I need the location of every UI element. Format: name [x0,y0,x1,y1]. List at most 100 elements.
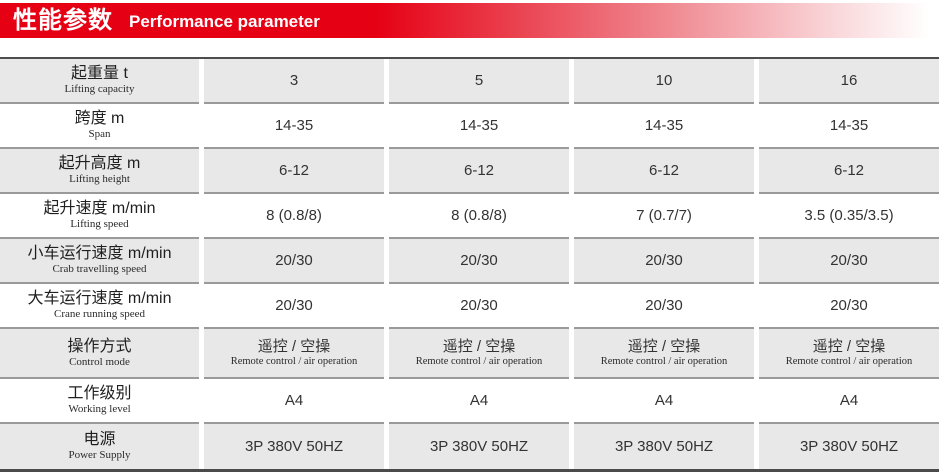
param-value-cell: 5 [389,59,569,104]
param-value: 20/30 [460,297,498,314]
param-label-cell: 起重量 t Lifting capacity [0,59,199,104]
param-value: 遥控 / 空操 [257,338,331,355]
param-label-cell: 起升速度 m/min Lifting speed [0,194,199,239]
param-value: A4 [469,392,489,409]
param-value-cell: 20/30 [389,239,569,284]
performance-parameter-table: 起重量 t Lifting capacity 3 5 10 16 跨度 m Sp… [0,57,939,472]
param-label-zh: 工作级别 [67,385,132,402]
param-label-zh: 起升高度 m [58,155,141,172]
param-label-zh: 起升速度 m/min [43,200,156,217]
param-value-cell: 6-12 [759,149,939,194]
param-label-zh: 电源 [83,431,116,448]
table-row-lifting-capacity: 起重量 t Lifting capacity 3 5 10 16 [0,59,939,104]
param-value-cell: 6-12 [389,149,569,194]
param-value: 14-35 [829,117,869,134]
param-value-cell: 20/30 [759,239,939,284]
param-value: 16 [840,72,858,89]
param-label-cell: 大车运行速度 m/min Crane running speed [0,284,199,329]
param-label-cell: 电源 Power Supply [0,424,199,469]
table-row-span: 跨度 m Span 14-35 14-35 14-35 14-35 [0,104,939,149]
param-value-sub: Remote control / air operation [415,356,543,367]
param-value: 7 (0.7/7) [636,207,692,224]
param-value-cell: 16 [759,59,939,104]
param-value: 20/30 [460,252,498,269]
param-value: A4 [839,392,859,409]
param-value-cell: 6-12 [574,149,754,194]
param-label-en: Working level [68,403,131,415]
param-label-zh: 大车运行速度 m/min [27,290,172,307]
param-value: 6-12 [463,162,495,179]
param-value-cell: 3P 380V 50HZ [389,424,569,469]
param-value-cell: 3 [204,59,384,104]
param-value: 10 [655,72,673,89]
param-value: 3P 380V 50HZ [244,438,344,455]
param-value: 遥控 / 空操 [627,338,701,355]
table-row-crane-running-speed: 大车运行速度 m/min Crane running speed 20/30 2… [0,284,939,329]
param-label-en: Lifting speed [70,218,129,230]
param-value: 遥控 / 空操 [812,338,886,355]
param-value: 3 [289,72,299,89]
param-value-cell: 20/30 [204,284,384,329]
param-value-cell: A4 [389,379,569,424]
param-value-cell: 14-35 [574,104,754,149]
param-label-cell: 跨度 m Span [0,104,199,149]
param-label-zh: 跨度 m [74,110,125,127]
param-value-cell: 20/30 [759,284,939,329]
param-value-sub: Remote control / air operation [785,356,913,367]
param-value: A4 [284,392,304,409]
param-value-cell: 20/30 [389,284,569,329]
param-value: 14-35 [459,117,499,134]
param-value-cell: 遥控 / 空操 Remote control / air operation [204,329,384,379]
param-label-en: Crab travelling speed [52,263,147,275]
param-value-sub: Remote control / air operation [230,356,358,367]
param-label-en: Power Supply [68,449,131,461]
param-label-en: Span [88,128,111,140]
param-value: 3P 380V 50HZ [799,438,899,455]
param-value-cell: 14-35 [759,104,939,149]
param-value: 6-12 [833,162,865,179]
param-value: A4 [654,392,674,409]
param-label-zh: 起重量 t [71,65,128,82]
table-row-control-mode: 操作方式 Control mode 遥控 / 空操 Remote control… [0,329,939,379]
param-value-cell: A4 [759,379,939,424]
param-value-cell: 3P 380V 50HZ [574,424,754,469]
param-value-cell: 7 (0.7/7) [574,194,754,239]
param-value: 8 (0.8/8) [266,207,322,224]
table-row-lifting-speed: 起升速度 m/min Lifting speed 8 (0.8/8) 8 (0.… [0,194,939,239]
param-value: 20/30 [645,252,683,269]
param-value: 20/30 [275,252,313,269]
param-label-zh: 操作方式 [67,337,132,355]
section-title-zh: 性能参数 [13,7,113,34]
param-value-cell: 8 (0.8/8) [204,194,384,239]
table-row-working-level: 工作级别 Working level A4 A4 A4 A4 [0,379,939,424]
param-value: 3P 380V 50HZ [614,438,714,455]
param-value: 20/30 [830,252,868,269]
param-label-en: Lifting capacity [64,83,135,95]
param-value: 5 [474,72,484,89]
param-value-cell: 遥控 / 空操 Remote control / air operation [759,329,939,379]
param-label-cell: 操作方式 Control mode [0,329,199,379]
param-value-cell: 20/30 [574,239,754,284]
param-value-cell: 3P 380V 50HZ [759,424,939,469]
param-value-cell: 20/30 [574,284,754,329]
param-value-cell: 10 [574,59,754,104]
param-value: 6-12 [278,162,310,179]
param-value: 8 (0.8/8) [451,207,507,224]
param-label-cell: 工作级别 Working level [0,379,199,424]
param-value-cell: A4 [574,379,754,424]
section-title-en: Performance parameter [129,12,320,31]
table-row-power-supply: 电源 Power Supply 3P 380V 50HZ 3P 380V 50H… [0,424,939,469]
param-value-cell: 遥控 / 空操 Remote control / air operation [574,329,754,379]
param-value-cell: 6-12 [204,149,384,194]
param-value-sub: Remote control / air operation [600,356,728,367]
param-label-cell: 小车运行速度 m/min Crab travelling speed [0,239,199,284]
param-label-en: Crane running speed [53,308,146,320]
param-label-cell: 起升高度 m Lifting height [0,149,199,194]
param-value-cell: 遥控 / 空操 Remote control / air operation [389,329,569,379]
param-value: 3P 380V 50HZ [429,438,529,455]
table-row-lifting-height: 起升高度 m Lifting height 6-12 6-12 6-12 6-1… [0,149,939,194]
param-label-en: Control mode [69,355,130,368]
param-value-cell: 14-35 [389,104,569,149]
param-value: 14-35 [274,117,314,134]
param-label-zh: 小车运行速度 m/min [27,245,172,262]
